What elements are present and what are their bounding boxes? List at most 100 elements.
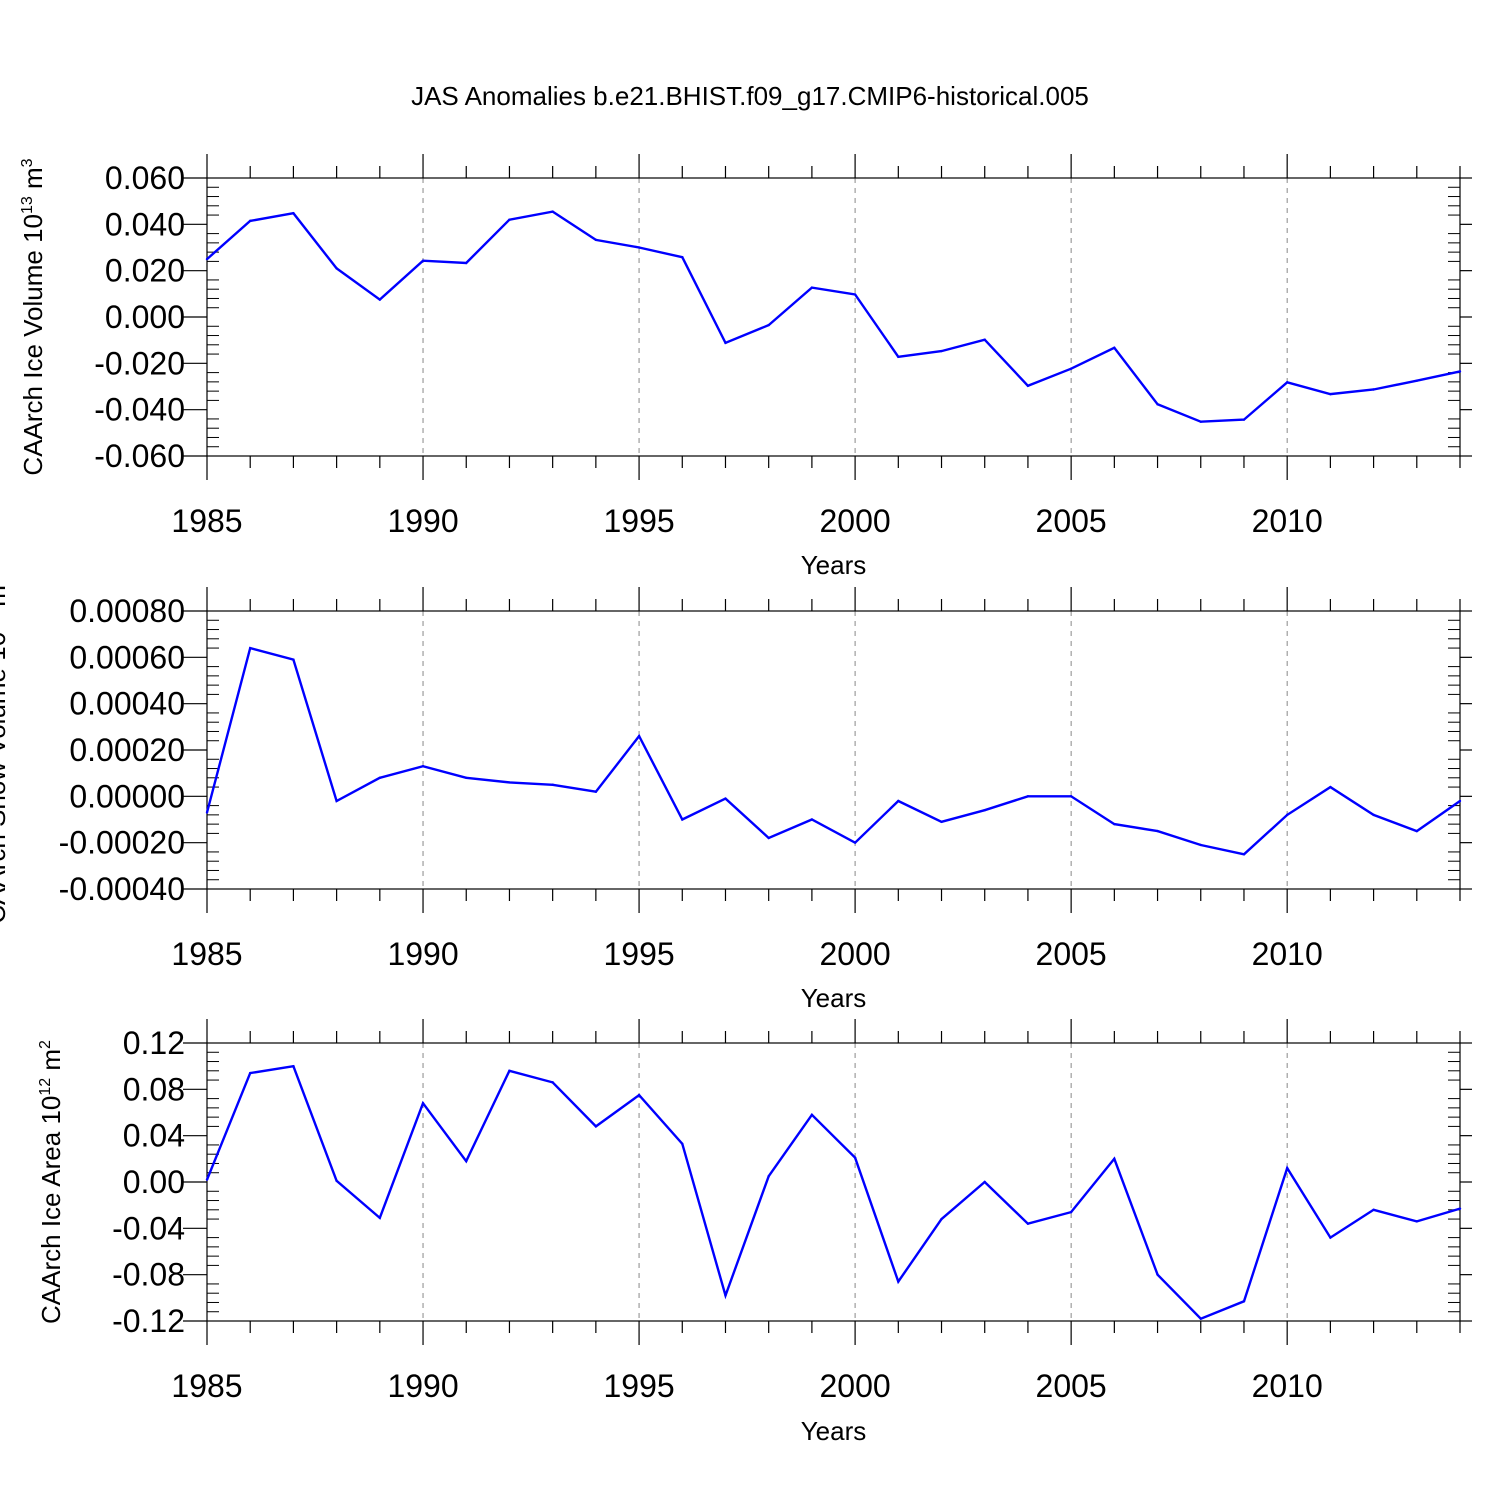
data-point [594,238,598,242]
x-tick-label: 1995 [603,936,674,972]
data-point [1113,1157,1116,1161]
data-point [1329,1236,1332,1239]
data-point [205,1178,209,1181]
y-tick-label: 0.060 [105,160,185,196]
x-axis-label: Years [801,1416,867,1446]
x-tick-label: 1985 [171,503,242,539]
data-point [1372,388,1375,391]
data-point [724,797,727,800]
data-point [1329,785,1332,789]
data-point [421,1102,425,1105]
data-point [465,261,468,265]
data-point [1113,822,1116,826]
data-point [1026,795,1030,798]
data-point [940,349,943,353]
data-point [1156,1273,1159,1276]
y-tick-label: 0.00040 [69,686,185,722]
y-axis-label-part: m [0,585,11,614]
data-point [983,338,986,341]
x-tick-label: 2010 [1252,503,1323,539]
data-point [940,1217,943,1221]
y-axis-label: CAArch Ice Area 1012 m2 [36,1040,66,1324]
x-tick-label: 1990 [387,1368,458,1404]
x-tick-label: 1985 [171,1368,242,1404]
data-point [508,218,511,221]
y-tick-label: 0.000 [105,299,185,335]
x-axis-label: Years [801,550,867,580]
data-point [1113,346,1116,350]
data-point [249,219,252,223]
x-axis-label: Years [801,983,867,1013]
data-point [335,1179,338,1183]
y-tick-label: -0.00040 [59,871,185,907]
data-point [853,1156,857,1159]
y-tick-label: 0.12 [123,1025,185,1061]
x-tick-label: 1995 [603,503,674,539]
data-point [1372,813,1375,817]
data-point [205,257,209,261]
x-tick-label: 2005 [1036,936,1107,972]
series-line [205,646,1461,856]
y-tick-label: 0.00 [123,1164,185,1200]
data-point [724,1294,727,1297]
data-point [335,799,338,803]
x-tick-label: 2010 [1252,936,1323,972]
y-tick-label: -0.12 [112,1303,185,1339]
data-point [853,293,857,296]
y-tick-label: -0.04 [112,1210,185,1246]
y-tick-label: -0.08 [112,1257,185,1293]
data-point [767,1175,770,1178]
y-tick-label: 0.00060 [69,639,185,675]
y-tick-label: 0.00020 [69,732,185,768]
data-point [1372,1208,1375,1212]
data-point [681,256,684,259]
data-point [810,1113,814,1117]
x-tick-label: 2005 [1036,503,1107,539]
data-point [1156,829,1159,833]
y-tick-label: -0.060 [94,438,185,474]
data-point [465,776,468,779]
data-point [767,323,770,327]
series-line [206,210,1461,423]
data-point [378,298,382,301]
chart-panel-2: 0.00080 0.00060 0.00040 0.00020 0.00000 -0.00… [0,576,1472,1013]
x-tick-label: 2000 [820,503,891,539]
x-tick-label: 1990 [387,936,458,972]
data-point [853,841,857,844]
y-axis-label: CAArch Snow Volume 1013 m3 [0,576,11,924]
data-point [1069,1210,1073,1214]
data-point [508,1069,511,1073]
data-point [421,259,425,262]
data-point [983,809,986,812]
data-point [1069,367,1073,370]
data-point [767,836,770,840]
y-axis-label-part: m [36,1049,66,1078]
data-point [249,1071,252,1075]
data-point [897,1280,900,1283]
data-point [810,818,814,821]
series-line [205,1064,1461,1321]
data-point [897,799,900,803]
y-axis-label-superscript: 13 [19,196,36,214]
data-point [378,1216,382,1220]
data-point [594,790,598,793]
data-point [1026,384,1030,388]
data-point [594,1125,598,1128]
data-point [681,1142,684,1145]
data-point [1415,829,1418,833]
y-tick-label: -0.00020 [59,825,185,861]
y-axis-label-superscript: 3 [19,158,36,167]
data-point [1242,418,1246,421]
data-point [724,341,727,345]
data-point [637,734,641,738]
data-point [940,820,943,824]
y-axis-label-part: m [18,167,48,196]
x-tick-label: 2000 [820,1368,891,1404]
y-tick-label: 0.020 [105,253,185,289]
data-point [1199,843,1202,847]
x-tick-label: 1995 [603,1368,674,1404]
y-axis-label-part: CAArch Ice Volume 10 [18,214,48,476]
y-axis-label-superscript: 12 [37,1078,54,1096]
x-tick-label: 1990 [387,503,458,539]
data-point [205,811,209,814]
